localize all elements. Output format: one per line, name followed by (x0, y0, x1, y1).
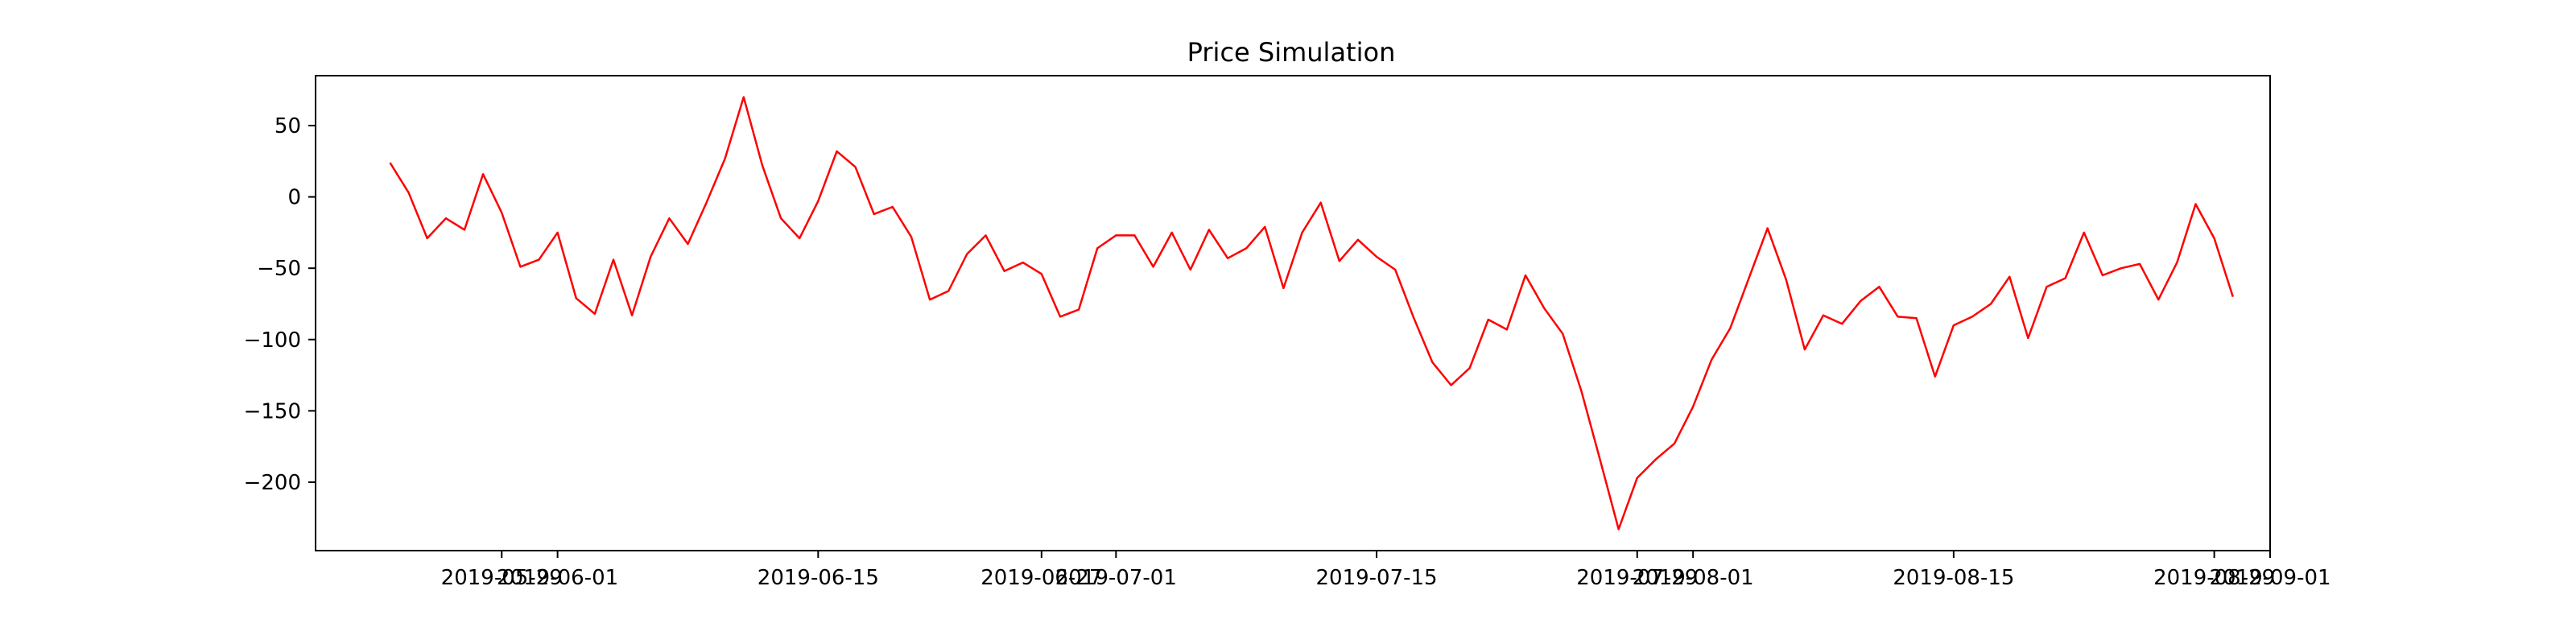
series-layer (389, 96, 2234, 530)
x-tick-label: 2019-08-29 (2153, 566, 2275, 590)
plot-frame (315, 75, 2271, 551)
y-tick-label: 0 (287, 186, 301, 210)
x-tick-label: 2019-06-15 (758, 566, 879, 590)
x-tick-label: 2019-06-27 (980, 566, 1102, 590)
y-tick-label: −150 (244, 399, 301, 423)
x-tick-label: 2019-06-01 (497, 566, 618, 590)
y-tick-label: −50 (257, 257, 301, 281)
y-axis: 50 0 −50 −100 −150 −200 (244, 114, 316, 495)
x-tick-label: 2019-08-01 (1633, 566, 1754, 590)
y-tick-label: −100 (244, 328, 301, 353)
x-tick-label: 2019-07-29 (1576, 566, 1698, 590)
x-tick-label: 2019-08-15 (1893, 566, 2014, 590)
price-series-line (389, 96, 2234, 530)
chart-title: Price Simulation (1187, 37, 1396, 68)
x-tick-label: 2019-07-15 (1316, 566, 1438, 590)
x-tick-label: 2019-05-29 (441, 566, 563, 590)
y-tick-label: −200 (244, 471, 301, 495)
x-tick-label: 2019-07-01 (1055, 566, 1177, 590)
x-tick-label: 2019-09-01 (2209, 566, 2330, 590)
y-tick-label: 50 (275, 114, 301, 138)
